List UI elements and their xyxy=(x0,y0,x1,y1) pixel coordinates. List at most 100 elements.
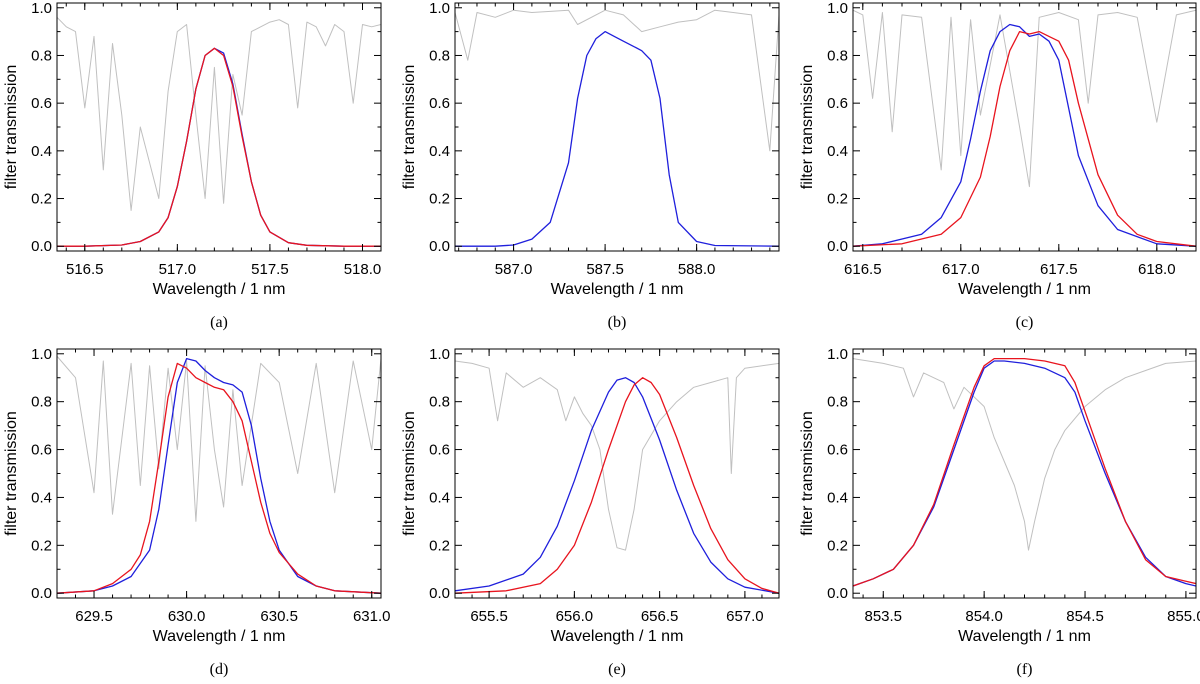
y-tick-label: 0.2 xyxy=(31,191,52,208)
y-tick-label: 0.0 xyxy=(429,238,450,255)
y-tick-label: 1.0 xyxy=(827,0,848,17)
plot-frame xyxy=(56,2,382,252)
reference-spectrum-line xyxy=(57,355,381,522)
y-tick-label: 0.4 xyxy=(31,489,52,506)
red-series-line xyxy=(57,47,381,247)
x-tick-label: 854.5 xyxy=(1066,608,1104,625)
y-tick-label: 0.4 xyxy=(429,143,450,160)
plot-frame xyxy=(454,2,780,252)
x-tick-label: 518.0 xyxy=(344,261,382,278)
y-tick-label: 0.8 xyxy=(827,47,848,64)
x-tick-label: 656.5 xyxy=(641,608,679,625)
red-series-line xyxy=(853,30,1196,247)
y-axis-label: filter transmission xyxy=(3,65,20,189)
y-tick-label: 0.8 xyxy=(429,47,450,64)
y-tick-label: 0.0 xyxy=(31,238,52,255)
x-tick-label: 587.0 xyxy=(495,261,533,278)
y-tick-label: 0.2 xyxy=(827,191,848,208)
y-tick-label: 0.6 xyxy=(31,95,52,112)
x-tick-label: 854.0 xyxy=(965,608,1003,625)
x-tick-label: 517.5 xyxy=(251,261,289,278)
x-tick-label: 616.5 xyxy=(844,261,882,278)
x-tick-label: 630.0 xyxy=(168,608,206,625)
blue-series-line xyxy=(455,377,779,594)
panel-b: 587.0 587.5 588.0 0.0 0.2 0.4 0.6 0.8 1.0 Wavelen… xyxy=(401,0,780,331)
y-tick-label: 0.6 xyxy=(429,442,450,459)
x-tick-label: 587.5 xyxy=(586,261,624,278)
y-tick-label: 0.8 xyxy=(429,394,450,411)
panel-d: 629.5 630.0 630.5 631.0 0.0 0.2 0.4 0.6 0.8 1.0 Wa… xyxy=(3,346,391,678)
x-tick-label: 855.0 xyxy=(1167,608,1200,625)
plot-area xyxy=(853,357,1196,587)
y-tick-label: 1.0 xyxy=(31,0,52,17)
y-tick-label: 0.4 xyxy=(827,143,848,160)
y-tick-label: 0.2 xyxy=(429,191,450,208)
y-tick-label: 0.8 xyxy=(31,47,52,64)
y-tick-label: 0.4 xyxy=(429,489,450,506)
plot-area xyxy=(57,355,381,594)
reference-spectrum-line xyxy=(853,358,1196,551)
y-axis-label: filter transmission xyxy=(799,65,816,189)
y-tick-label: 0.2 xyxy=(31,537,52,554)
x-tick-label: 617.0 xyxy=(942,261,980,278)
y-tick-label: 0.0 xyxy=(827,585,848,602)
y-tick-label: 0.4 xyxy=(827,489,848,506)
plot-frame xyxy=(852,2,1197,252)
x-tick-label: 617.5 xyxy=(1040,261,1078,278)
y-tick-label: 0.8 xyxy=(827,394,848,411)
reference-spectrum-line xyxy=(455,9,779,152)
y-axis-label: filter transmission xyxy=(401,411,418,535)
blue-series-line xyxy=(455,30,779,247)
panel-f: 853.5 854.0 854.5 855.0 0.0 0.2 0.4 0.6 0.8 1.0 Wa… xyxy=(799,346,1200,678)
y-tick-label: 0.6 xyxy=(827,95,848,112)
x-tick-label: 629.5 xyxy=(75,608,113,625)
x-tick-label: 853.5 xyxy=(864,608,902,625)
panel-c: 616.5 617.0 617.5 618.0 0.0 0.2 0.4 0.6 0.8 1.0 Wa… xyxy=(799,0,1197,331)
y-tick-label: 0.6 xyxy=(31,442,52,459)
plot-area xyxy=(853,9,1196,247)
plot-area xyxy=(455,9,779,247)
plot-area xyxy=(57,16,381,247)
x-tick-label: 631.0 xyxy=(353,608,391,625)
x-tick-label: 516.5 xyxy=(66,261,104,278)
x-axis-label: Wavelength / 1 nm xyxy=(153,281,286,298)
x-tick-label: 517.0 xyxy=(159,261,197,278)
x-axis-label: Wavelength / 1 nm xyxy=(958,281,1091,298)
panel-a: 516.5 517.0 517.5 518.0 0.0 0.2 0.4 0.6 0.8 1.0 Wa… xyxy=(3,0,382,331)
y-tick-label: 0.0 xyxy=(31,585,52,602)
x-tick-label: 656.0 xyxy=(556,608,594,625)
y-axis-label: filter transmission xyxy=(3,411,20,535)
panel-caption: (b) xyxy=(608,314,627,331)
reference-spectrum-line xyxy=(57,16,381,211)
y-tick-label: 1.0 xyxy=(31,346,52,363)
x-axis-label: Wavelength / 1 nm xyxy=(551,628,684,645)
panel-caption: (c) xyxy=(1016,314,1034,331)
y-tick-label: 1.0 xyxy=(827,346,848,363)
plot-area xyxy=(455,360,779,594)
y-axis-label: filter transmission xyxy=(799,411,816,535)
red-series-line xyxy=(57,362,381,594)
y-tick-label: 0.2 xyxy=(429,537,450,554)
y-tick-label: 0.6 xyxy=(429,95,450,112)
x-tick-label: 588.0 xyxy=(678,261,716,278)
blue-series-line xyxy=(853,23,1196,247)
x-tick-label: 657.0 xyxy=(726,608,764,625)
y-tick-label: 0.6 xyxy=(827,442,848,459)
panel-caption: (a) xyxy=(210,314,228,331)
red-series-line xyxy=(455,377,779,594)
panel-caption: (d) xyxy=(210,661,229,678)
reference-spectrum-line xyxy=(455,360,779,551)
y-tick-label: 1.0 xyxy=(429,0,450,17)
x-axis-label: Wavelength / 1 nm xyxy=(153,628,286,645)
x-tick-label: 630.5 xyxy=(260,608,298,625)
reference-spectrum-line xyxy=(853,9,1196,188)
blue-series-line xyxy=(57,47,381,247)
plot-frame xyxy=(852,348,1197,599)
y-tick-label: 0.0 xyxy=(429,585,450,602)
x-axis-label: Wavelength / 1 nm xyxy=(551,281,684,298)
y-tick-label: 0.8 xyxy=(31,394,52,411)
y-axis-label: filter transmission xyxy=(401,65,418,189)
panel-e: 655.5 656.0 656.5 657.0 0.0 0.2 0.4 0.6 0.8 1.0 Wa… xyxy=(401,346,780,678)
panel-caption: (f) xyxy=(1017,661,1033,678)
